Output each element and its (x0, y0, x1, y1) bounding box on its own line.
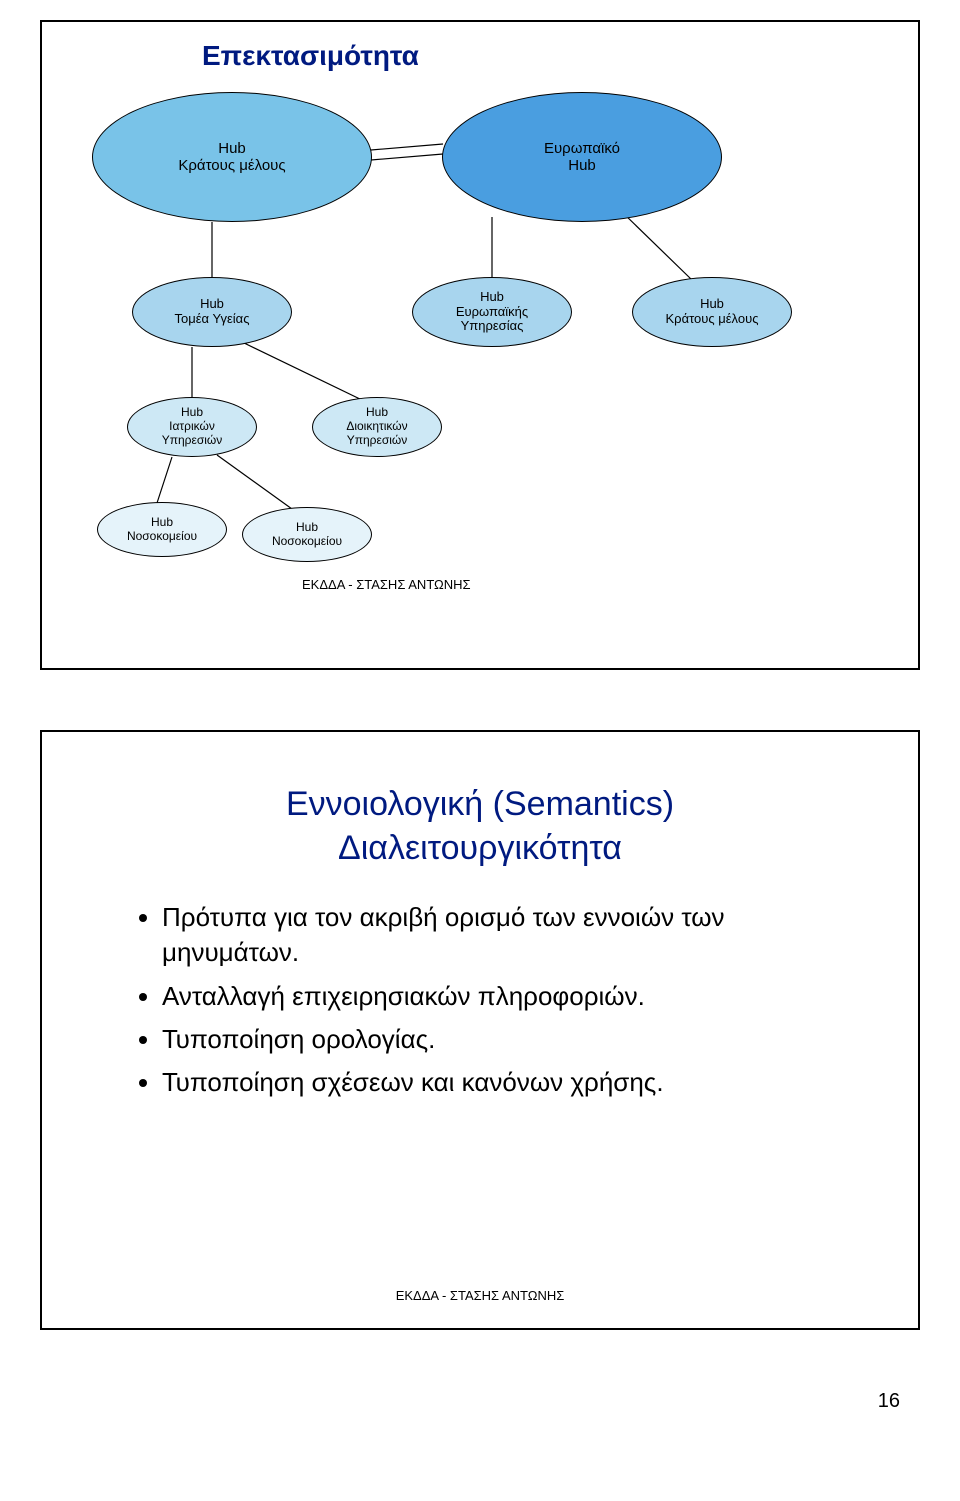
node-label: Νοσοκομείου (127, 530, 197, 544)
node-sm_b2: HubΝοσοκομείου (242, 507, 372, 562)
node-med_right: HubΚράτους μέλους (632, 277, 792, 347)
slide-text: Εννοιολογική (Semantics) Διαλειτουργικότ… (40, 730, 920, 1330)
node-sm_b1: HubΝοσοκομείου (97, 502, 227, 557)
node-label: Hub (181, 406, 203, 420)
node-big_right: ΕυρωπαϊκόHub (442, 92, 722, 222)
node-sm_l2: HubΔιοικητικώνΥπηρεσιών (312, 397, 442, 457)
node-label: Ιατρικών (169, 420, 215, 434)
slide-diagram: Επεκτασιμότητα HubΚράτους μέλουςΕυρωπαϊκ… (40, 20, 920, 670)
node-label: Hub (568, 157, 596, 174)
node-label: Hub (200, 297, 224, 312)
node-label: Hub (296, 521, 318, 535)
slide2-title-line2: Διαλειτουργικότητα (338, 829, 622, 867)
node-med_mid: HubΕυρωπαϊκήςΥπηρεσίας (412, 277, 572, 347)
node-label: Hub (480, 290, 504, 305)
node-sm_l1: HubΙατρικώνΥπηρεσιών (127, 397, 257, 457)
slide2-title: Εννοιολογική (Semantics) Διαλειτουργικότ… (42, 732, 918, 870)
node-big_left: HubΚράτους μέλους (92, 92, 372, 222)
node-label: Ευρωπαϊκής (456, 305, 528, 320)
node-label: Hub (218, 140, 246, 157)
page: Επεκτασιμότητα HubΚράτους μέλουςΕυρωπαϊκ… (0, 0, 960, 1453)
node-label: Διοικητικών (346, 420, 407, 434)
page-number: 16 (40, 1390, 920, 1413)
node-label: Hub (700, 297, 724, 312)
node-label: Ευρωπαϊκό (544, 140, 620, 157)
bullet-list: Πρότυπα για τον ακριβή ορισμό των εννοιώ… (122, 900, 848, 1099)
slide1-footer: ΕΚΔΔΑ - ΣΤΑΣΗΣ ΑΝΤΩΝΗΣ (302, 577, 471, 592)
node-med_left: HubΤομέα Υγείας (132, 277, 292, 347)
slide1-title: Επεκτασιμότητα (202, 40, 419, 72)
bullet-item: Τυποποίηση ορολογίας. (162, 1022, 848, 1057)
bullet-item: Πρότυπα για τον ακριβή ορισμό των εννοιώ… (162, 900, 848, 970)
node-label: Υπηρεσίας (461, 319, 524, 334)
node-label: Υπηρεσιών (347, 434, 408, 448)
slide2-title-line1: Εννοιολογική (Semantics) (286, 785, 674, 823)
node-label: Κράτους μέλους (666, 312, 759, 327)
node-label: Τομέα Υγείας (175, 312, 250, 327)
node-label: Hub (366, 406, 388, 420)
slide2-footer: ΕΚΔΔΑ - ΣΤΑΣΗΣ ΑΝΤΩΝΗΣ (396, 1288, 565, 1303)
node-label: Υπηρεσιών (162, 434, 223, 448)
node-label: Hub (151, 516, 173, 530)
bullet-item: Τυποποίηση σχέσεων και κανόνων χρήσης. (162, 1065, 848, 1100)
node-label: Νοσοκομείου (272, 535, 342, 549)
node-label: Κράτους μέλους (178, 157, 285, 174)
bullet-item: Ανταλλαγή επιχειρησιακών πληροφοριών. (162, 979, 848, 1014)
